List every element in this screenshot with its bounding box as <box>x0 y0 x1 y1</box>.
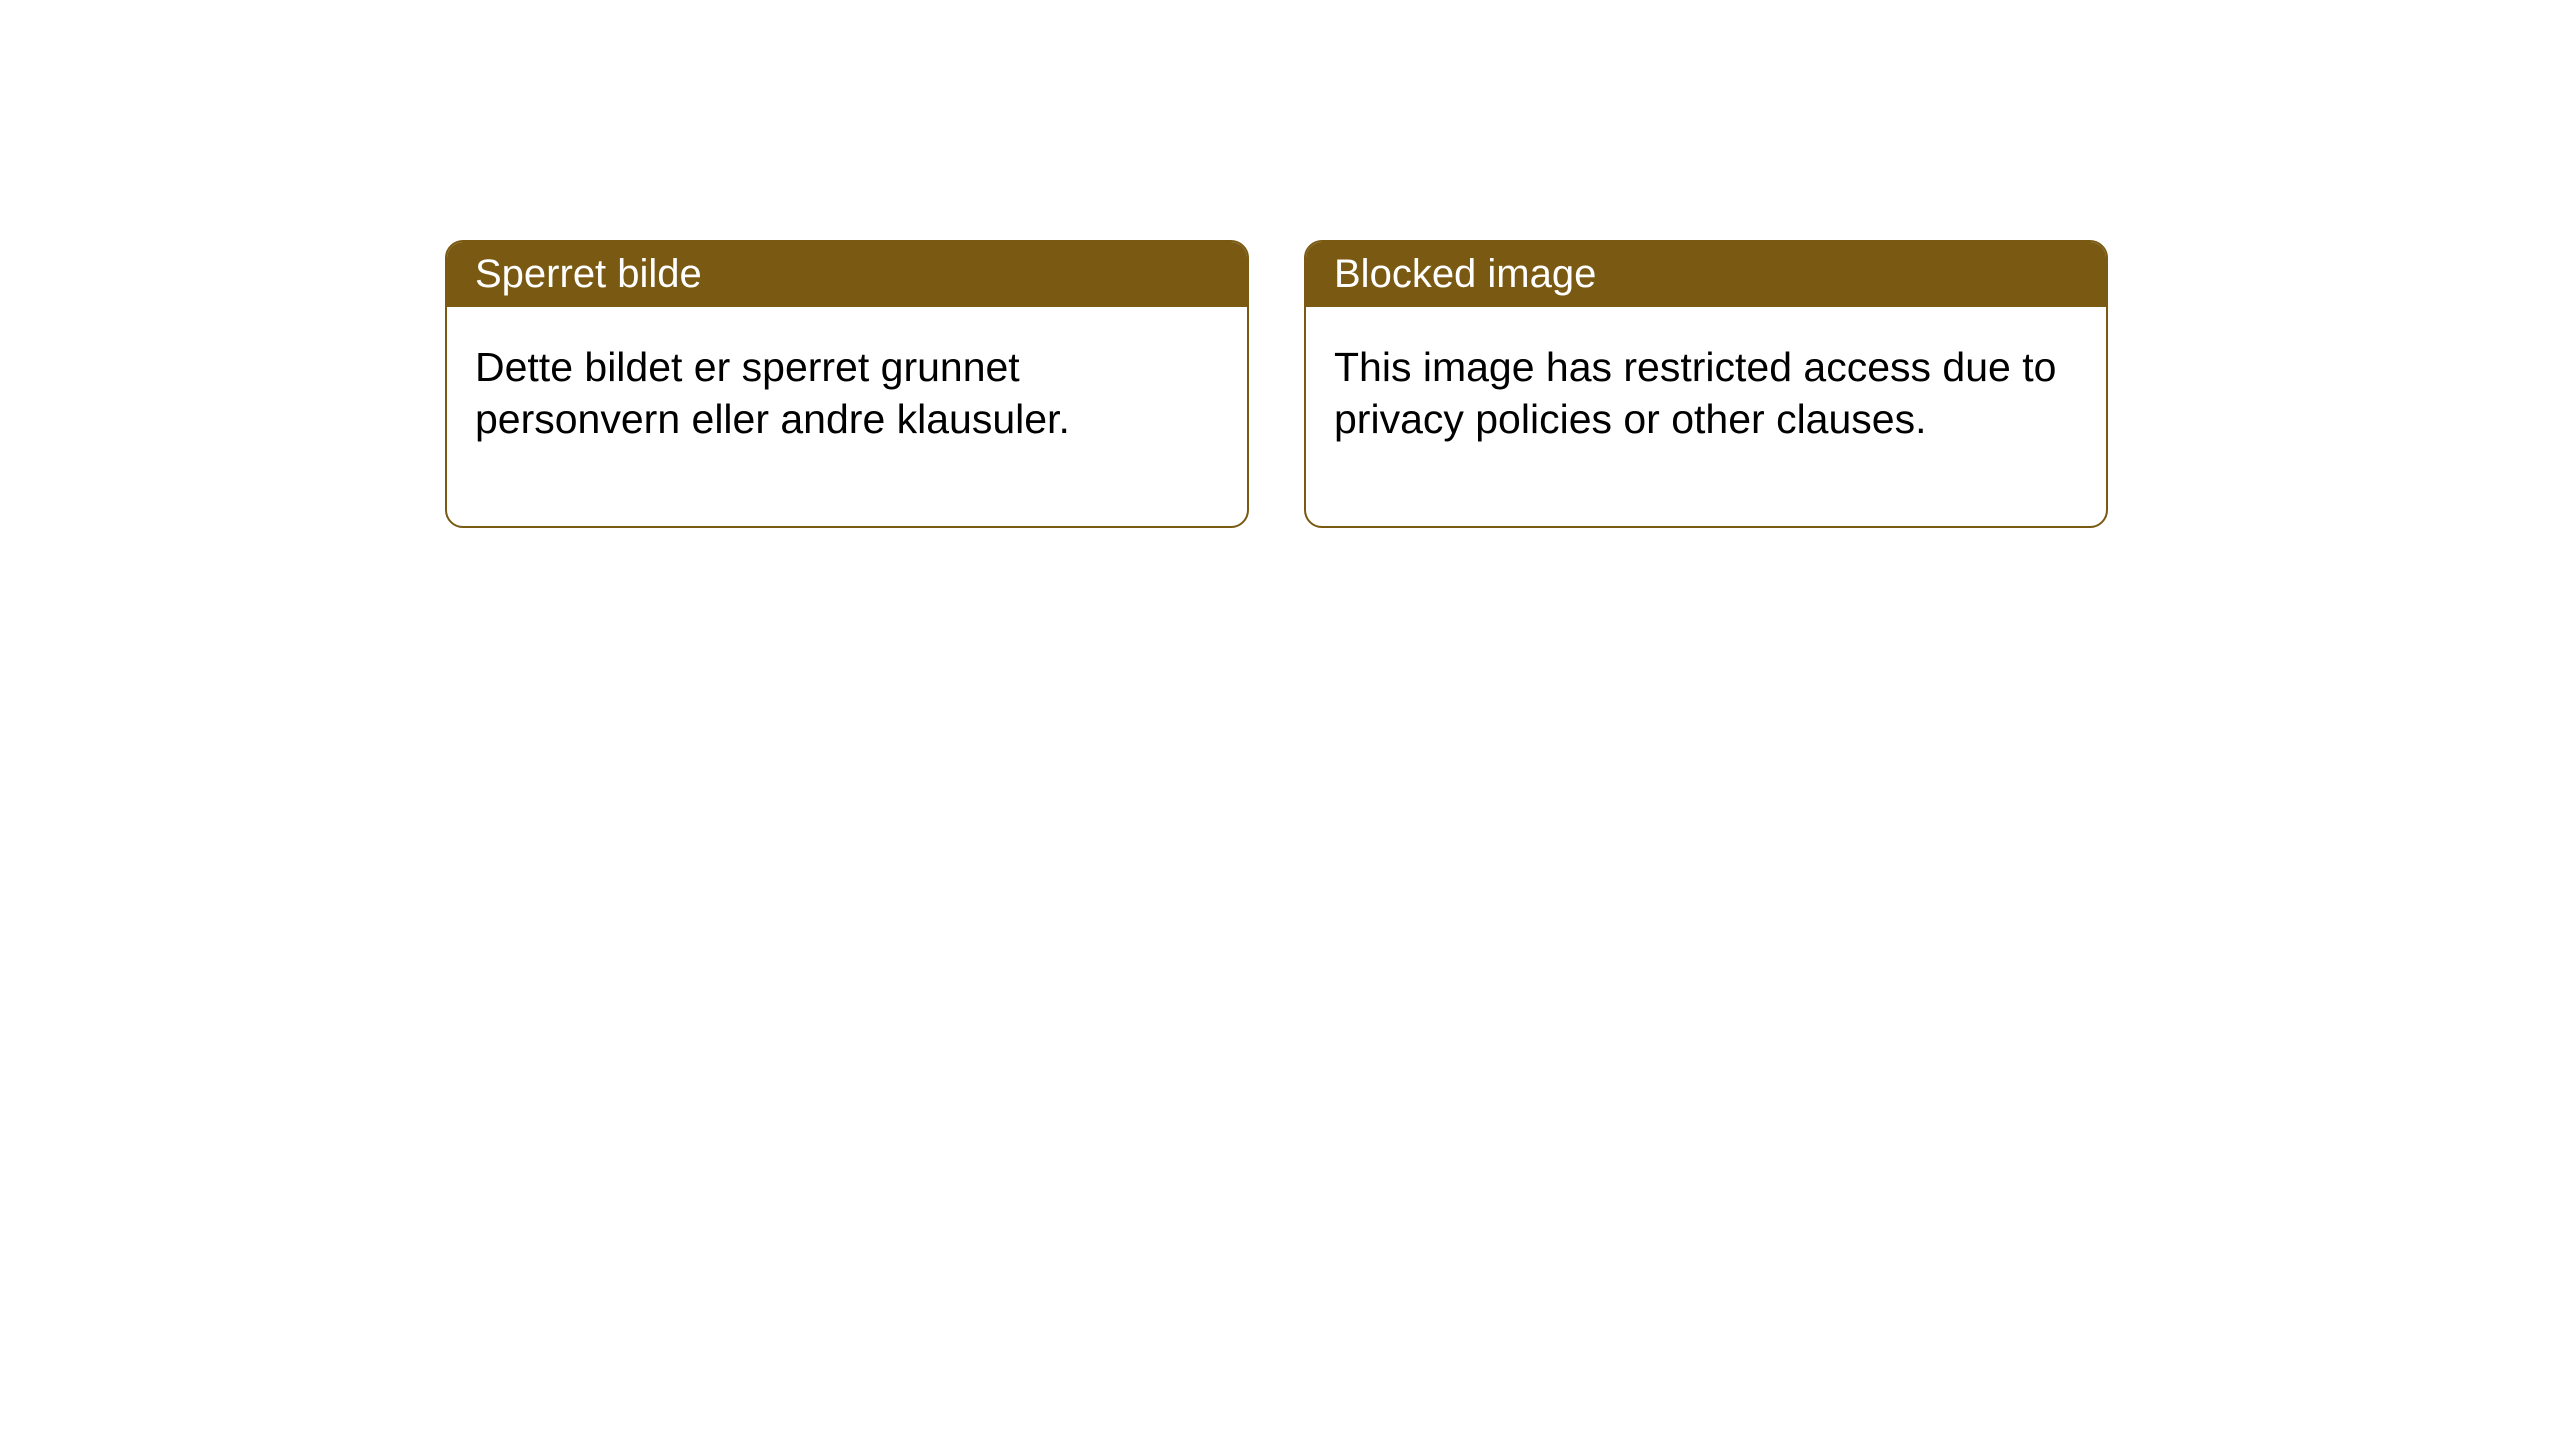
notice-body-norwegian: Dette bildet er sperret grunnet personve… <box>447 307 1247 526</box>
notice-container: Sperret bilde Dette bildet er sperret gr… <box>445 240 2108 528</box>
notice-header-english: Blocked image <box>1306 242 2106 307</box>
notice-body-english: This image has restricted access due to … <box>1306 307 2106 526</box>
notice-card-english: Blocked image This image has restricted … <box>1304 240 2108 528</box>
notice-header-norwegian: Sperret bilde <box>447 242 1247 307</box>
notice-card-norwegian: Sperret bilde Dette bildet er sperret gr… <box>445 240 1249 528</box>
